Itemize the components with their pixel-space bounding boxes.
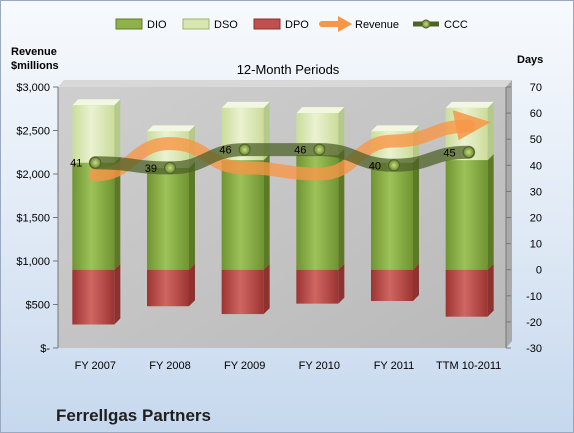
plot-right-edge (506, 80, 512, 348)
right-tick-label: 50 (530, 134, 542, 146)
bar-dio (221, 160, 264, 270)
left-tick-label: $1,000 (16, 256, 50, 268)
bar-dpo (147, 269, 189, 307)
bar-dso-top (72, 99, 121, 106)
bar-dpo-side (338, 263, 345, 304)
left-tick-label: $2,000 (16, 169, 50, 181)
bar-dpo-side (114, 263, 121, 325)
plot-top-edge (58, 80, 512, 87)
left-tick-label: $3,000 (16, 82, 50, 94)
right-tick-label: 70 (530, 82, 542, 94)
chart-title: 12-Month Periods (237, 62, 340, 77)
right-tick-label: -20 (526, 317, 542, 329)
bar-dio-side (338, 148, 345, 270)
ccc-data-label: 46 (219, 145, 231, 157)
bar-dso-side (114, 99, 121, 163)
left-tick-label: $1,500 (16, 213, 50, 225)
left-tick-label: $2,500 (16, 126, 50, 138)
left-axis-label-line-2: $millions (11, 60, 59, 72)
bar-dpo-side (189, 263, 195, 307)
bar-dpo-side (263, 263, 270, 315)
revenue-line (88, 119, 476, 182)
bar-dpo (72, 269, 115, 325)
right-tick-label: 30 (530, 186, 542, 198)
bar-dso-top (147, 125, 195, 132)
legend-label-dpo: DPO (285, 19, 309, 31)
bar-dio-side (413, 156, 419, 270)
ccc-point (89, 156, 102, 169)
category-axis: FY 2007 FY 2008 FY 2009 FY 2010 FY 2011 TTM 1… (75, 360, 502, 372)
right-tick-label: 60 (530, 108, 542, 120)
bar-dso-side (338, 107, 345, 155)
category-label: TTM 10-2011 (436, 360, 501, 372)
ccc-data-label: 41 (70, 158, 82, 170)
ccc-point (238, 143, 251, 156)
bar-dio (371, 162, 413, 270)
ccc-data-label: 40 (369, 160, 381, 172)
bar-dio (147, 167, 189, 270)
ccc-data-label: 39 (145, 163, 157, 175)
category-label: FY 2008 (149, 360, 190, 372)
right-tick-label: 20 (530, 213, 542, 225)
right-axis-ticks: -30 -20 -10 0 10 20 30 40 50 60 70 (506, 82, 542, 355)
bar-dso-top (445, 101, 494, 108)
bar-dio-side (114, 156, 121, 270)
ccc-point (164, 161, 176, 174)
bar-dpo-side (487, 263, 494, 317)
bar-dpo (296, 269, 339, 304)
revenue-arrowhead (452, 110, 491, 141)
legend: DIO DSO DPO Revenue CCC (115, 16, 468, 32)
right-tick-label: 0 (536, 265, 542, 277)
bar-dso-top (296, 107, 345, 114)
left-axis-label-line-1: Revenue (11, 46, 57, 58)
bar-dpo-side (413, 263, 419, 302)
legend-label-ccc: CCC (444, 19, 468, 31)
category-label: FY 2010 (299, 360, 340, 372)
bar-dso-side (487, 101, 494, 161)
legend-swatch-dio (115, 18, 143, 30)
bar-dio-side (189, 161, 195, 270)
revenue-series (88, 110, 491, 182)
right-axis-label: Days (517, 54, 543, 66)
ccc-point (462, 146, 475, 159)
company-name: Ferrellgas Partners (56, 406, 211, 425)
ccc-data-label: 46 (294, 145, 306, 157)
right-tick-label: 40 (530, 160, 542, 172)
ccc-data-label: 45 (443, 147, 455, 159)
left-tick-label: $- (40, 343, 50, 355)
left-axis-ticks: $- $500 $1,000 $1,500 $2,000 $2,500 $3,000 (16, 82, 58, 355)
right-tick-label: -30 (526, 343, 542, 355)
legend-swatch-dpo (253, 18, 281, 30)
legend-label-revenue: Revenue (355, 19, 399, 31)
legend-label-dso: DSO (214, 19, 238, 31)
category-label: FY 2007 (75, 360, 116, 372)
bar-dio-side (263, 154, 270, 270)
right-tick-label: -10 (526, 291, 542, 303)
bar-dso-top (371, 125, 419, 132)
ccc-series: 41 39 46 46 40 45 (70, 143, 476, 175)
legend-swatch-ccc (413, 19, 439, 29)
bar-dpo (371, 269, 413, 302)
bar-dpo (221, 269, 264, 315)
legend-swatch-dso (182, 18, 210, 30)
legend-label-dio: DIO (147, 19, 167, 31)
bar-dio (445, 160, 488, 270)
legend-swatch-revenue (319, 16, 352, 32)
left-tick-label: $500 (26, 300, 50, 312)
ccc-point (388, 159, 400, 172)
ccc-point (313, 143, 326, 156)
right-tick-label: 10 (530, 239, 542, 251)
category-label: FY 2011 (374, 360, 415, 372)
category-label: FY 2009 (224, 360, 265, 372)
bar-dso-top (221, 101, 270, 108)
bar-dso (72, 105, 115, 163)
bar-dio-side (487, 154, 494, 270)
bar-dpo (445, 269, 488, 317)
